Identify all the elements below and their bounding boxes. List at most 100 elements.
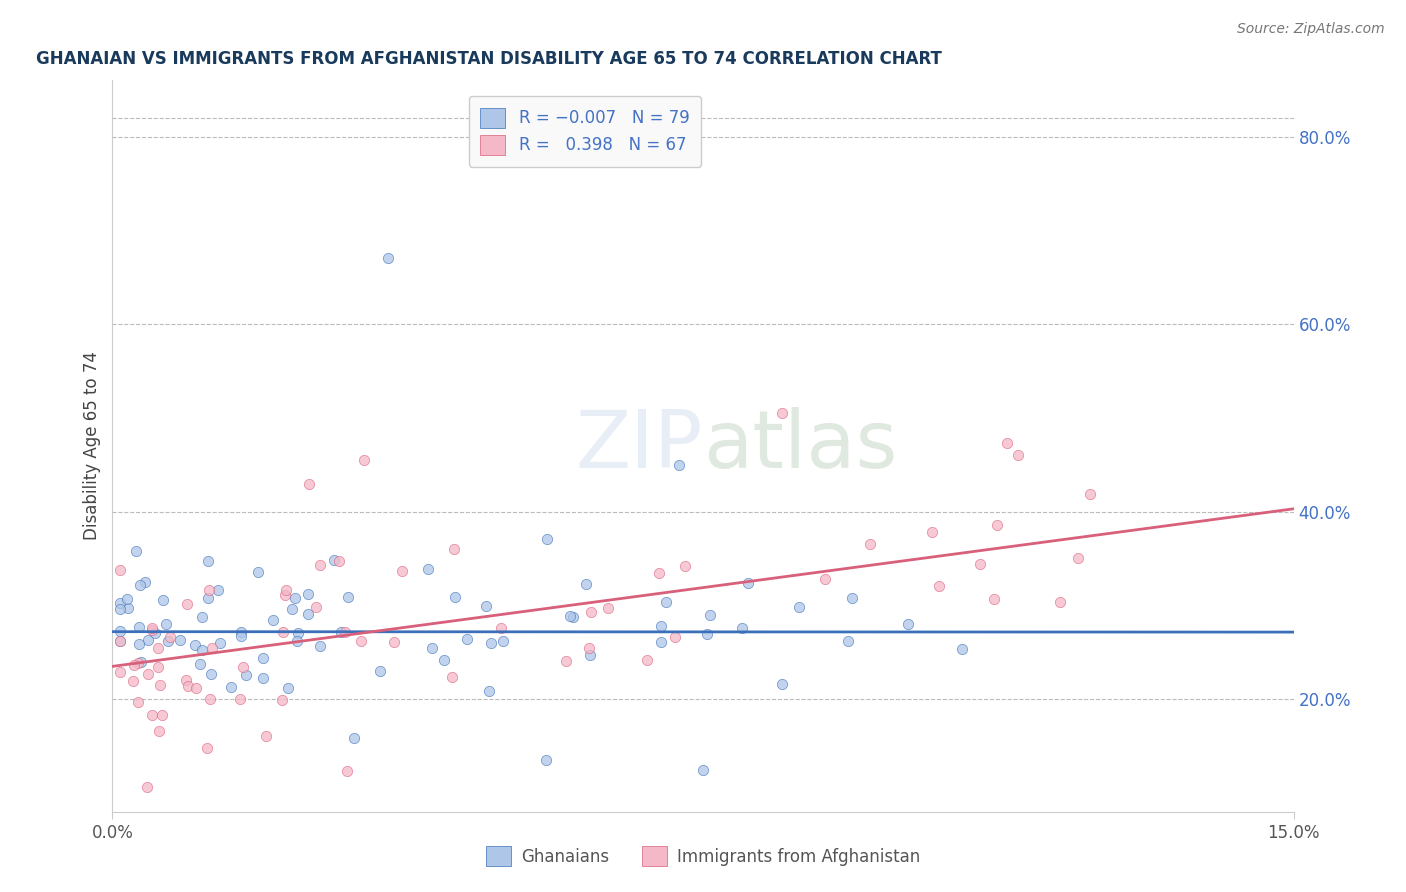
Point [121,673,143,688]
Point [117,601,139,615]
Point [814,572,837,586]
Point [197,591,219,605]
Point [333,625,356,640]
Point [478,683,501,698]
Point [737,576,759,591]
Point [560,608,582,623]
Point [141,623,163,637]
Point [353,453,375,467]
Point [146,660,169,674]
Point [229,624,252,639]
Point [440,670,463,684]
Point [578,640,600,655]
Point [235,668,257,682]
Point [284,591,307,606]
Point [368,664,391,678]
Point [416,562,439,576]
Point [648,566,671,580]
Point [274,582,297,597]
Point [928,579,950,593]
Point [297,586,319,600]
Point [456,632,478,646]
Point [195,740,218,755]
Point [841,591,863,606]
Point [110,596,132,610]
Point [141,708,163,723]
Point [252,651,274,665]
Point [252,671,274,685]
Point [232,660,254,674]
Point [143,626,166,640]
Point [297,607,319,621]
Point [229,692,252,706]
Point [598,601,620,615]
Point [174,673,197,687]
Point [197,554,219,568]
Point [950,641,973,656]
Point [159,630,181,644]
Point [274,588,297,602]
Point [474,599,496,614]
Point [149,678,172,692]
Point [699,607,721,622]
Point [305,599,328,614]
Point [921,525,943,540]
Point [534,753,557,767]
Point [323,553,346,567]
Point [176,597,198,611]
Point [770,676,793,690]
Point [110,634,132,648]
Point [673,559,696,574]
Point [343,731,366,745]
Point [309,558,332,572]
Point [391,564,413,578]
Point [127,695,149,709]
Point [186,681,208,696]
Point [328,554,350,568]
Point [731,621,754,635]
Point [897,617,920,632]
Point [146,641,169,656]
Point [575,577,598,591]
Point [285,634,308,648]
Point [141,621,163,635]
Point [169,632,191,647]
Point [191,642,214,657]
Point [201,641,224,656]
Point [692,763,714,777]
Point [787,600,810,615]
Point [122,658,145,673]
Point [382,635,405,649]
Text: Source: ZipAtlas.com: Source: ZipAtlas.com [1237,22,1385,37]
Point [134,574,156,589]
Point [377,252,399,266]
Point [129,578,152,592]
Point [770,406,793,420]
Point [110,602,132,616]
Point [135,780,157,794]
Point [1066,551,1088,566]
Point [298,476,321,491]
Point [579,648,602,662]
Point [221,680,243,694]
Point [127,656,149,670]
Point [197,582,219,597]
Point [555,654,578,668]
Point [152,592,174,607]
Point [995,436,1018,450]
Point [489,621,512,635]
Point [200,667,222,681]
Point [696,626,718,640]
Point [420,640,443,655]
Point [650,634,672,648]
Point [479,636,502,650]
Point [668,458,690,472]
Point [655,595,678,609]
Point [536,532,558,546]
Point [136,633,159,648]
Point [636,653,658,667]
Point [969,557,991,571]
Point [983,592,1005,607]
Point [208,636,231,650]
Point [492,633,515,648]
